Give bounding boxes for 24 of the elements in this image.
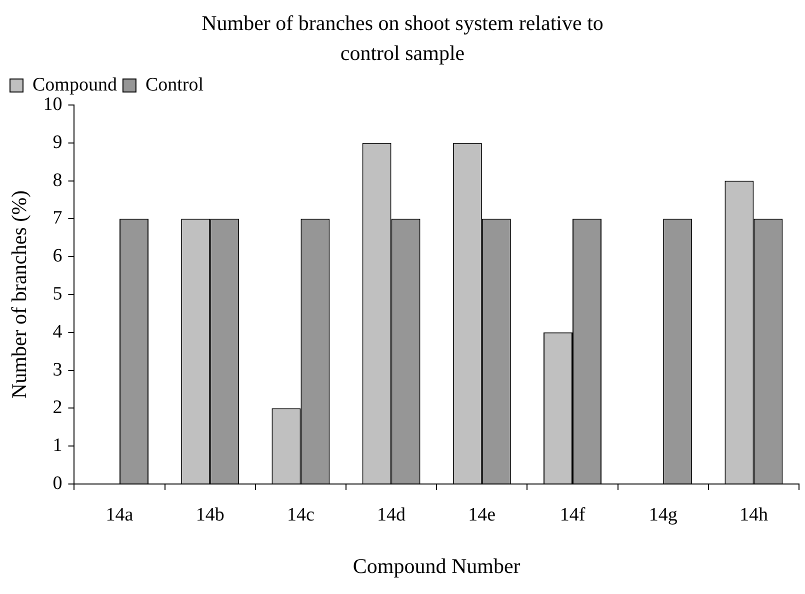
y-tick-label: 2	[52, 397, 62, 418]
y-tick-label: 9	[52, 132, 62, 153]
y-tick-label: 8	[52, 170, 62, 191]
x-tick-label: 14c	[286, 504, 314, 526]
x-tick-label: 14d	[377, 504, 406, 526]
y-tick-label: 3	[52, 359, 62, 380]
x-tick-label: 14e	[468, 504, 496, 526]
x-tick-label: 14b	[196, 504, 224, 526]
x-tick-label: 14h	[739, 504, 768, 526]
y-tick-label: 0	[52, 472, 62, 494]
y-tick-label: 5	[52, 283, 62, 304]
x-tick-label: 14a	[106, 504, 134, 526]
y-tick-label: 10	[43, 94, 62, 115]
y-tick-label: 4	[52, 321, 63, 342]
x-tick-label: 14g	[648, 504, 678, 526]
y-tick-label: 6	[52, 246, 62, 267]
legend-label: Control	[145, 74, 204, 96]
y-tick-label: 1	[52, 435, 62, 456]
chart-title: Number of branches on shoot system relative to control sample	[200, 10, 604, 67]
y-axis-title: Number of branches (%)	[7, 190, 32, 399]
y-tick-label: 7	[52, 208, 62, 229]
x-axis-title: Compound Number	[352, 554, 520, 578]
x-tick-label: 14f	[560, 504, 586, 526]
legend-label: Compound	[32, 74, 118, 96]
